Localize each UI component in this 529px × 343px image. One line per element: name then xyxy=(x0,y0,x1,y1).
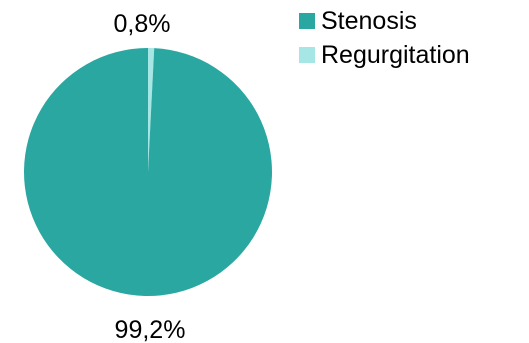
data-label-stenosis: 99,2% xyxy=(115,316,186,343)
legend-swatch-regurgitation xyxy=(299,47,315,63)
legend-item-stenosis: Stenosis xyxy=(299,4,470,38)
pie-slice-regurgitation xyxy=(148,48,155,172)
data-label-regurgitation: 0,8% xyxy=(114,10,171,38)
legend-swatch-stenosis xyxy=(299,13,315,29)
pie-slices xyxy=(24,48,273,296)
legend-item-regurgitation: Regurgitation xyxy=(299,38,470,72)
legend-label-stenosis: Stenosis xyxy=(321,7,417,35)
legend-label-regurgitation: Regurgitation xyxy=(321,41,470,69)
pie-slice-stenosis xyxy=(24,48,273,296)
legend: Stenosis Regurgitation xyxy=(299,4,470,72)
